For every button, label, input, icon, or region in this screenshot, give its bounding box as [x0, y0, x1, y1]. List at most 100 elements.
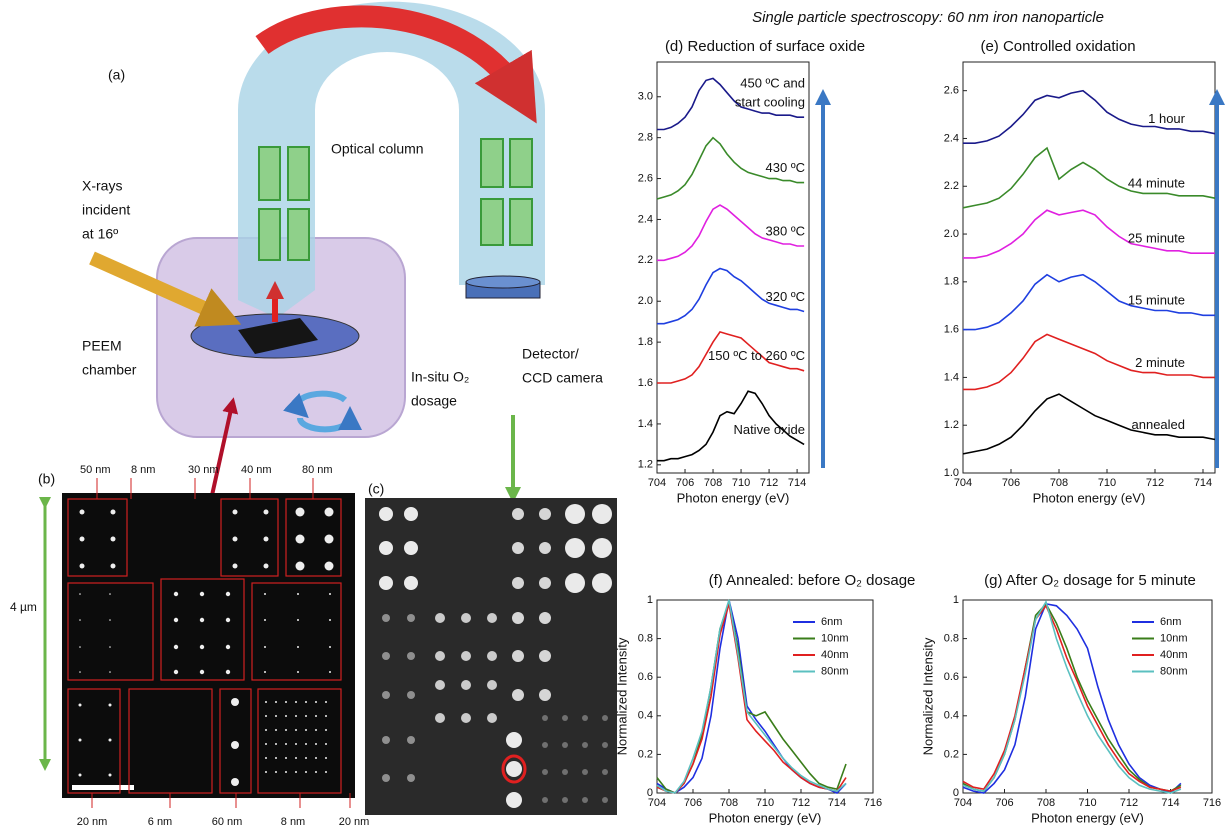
x-tick-label: 710 [756, 797, 774, 809]
series-label: start cooling [735, 95, 805, 110]
spot [379, 576, 393, 590]
x-tick-label: 714 [788, 477, 806, 489]
sem-panel: (b) 4 µm 50 nm 8 nm 30 nm 40 nm 80 nm 20 nm 6 … [10, 464, 369, 828]
x-tick-label: 708 [1037, 797, 1055, 809]
x-tick-label: 712 [1146, 477, 1164, 489]
y-tick-label: 0.2 [638, 748, 653, 760]
spot [461, 680, 471, 690]
particle [329, 593, 331, 595]
x-tick-label: 712 [1120, 797, 1138, 809]
chart-title: (f) Annealed: before O₂ dosage [709, 572, 916, 589]
plot-frame [656, 599, 874, 794]
y-tick-label: 2.6 [944, 85, 959, 97]
particle [108, 738, 112, 742]
spot [461, 613, 471, 623]
y-axis-label: Normalized Intensity [614, 637, 629, 755]
size-label: 8 nm [281, 816, 305, 828]
particle [325, 729, 327, 731]
particle [173, 669, 179, 675]
x-tick-label: 706 [995, 797, 1013, 809]
particle [285, 743, 287, 745]
particle [173, 591, 179, 597]
y-tick-label: 0.8 [638, 633, 653, 645]
particle [173, 644, 179, 650]
particle [265, 715, 267, 717]
particle [109, 646, 111, 648]
particle [295, 757, 297, 759]
y-tick-label: 2.2 [638, 254, 653, 266]
particle [225, 591, 231, 597]
particle [297, 619, 299, 621]
spot [592, 504, 612, 524]
particle [285, 771, 287, 773]
x-tick-label: 710 [1078, 797, 1096, 809]
particle [265, 743, 267, 745]
spot [379, 541, 393, 555]
spot [506, 792, 522, 808]
particle [295, 534, 305, 544]
spot [539, 612, 551, 624]
particle [305, 757, 307, 759]
particle [295, 701, 297, 703]
lenses [258, 138, 533, 261]
xray-label: incident [82, 202, 130, 218]
particle [285, 729, 287, 731]
region-box [251, 582, 342, 681]
spot [602, 715, 608, 721]
sample [238, 318, 318, 354]
particle [109, 593, 111, 595]
particle [264, 619, 266, 621]
x-axis-label: Photon energy (eV) [677, 490, 790, 505]
spot [582, 742, 588, 748]
particle [109, 671, 111, 673]
spot [539, 542, 551, 554]
particle [225, 669, 231, 675]
x-tick-label: 710 [1098, 477, 1116, 489]
series-label: annealed [1132, 417, 1186, 432]
particle [263, 509, 269, 515]
particle [225, 644, 231, 650]
y-tick-label: 0.6 [944, 671, 959, 683]
panel-label: (c) [368, 481, 384, 497]
y-tick-label: 2.4 [944, 132, 959, 144]
particle [265, 757, 267, 759]
spot [562, 742, 568, 748]
plot-frame [656, 61, 810, 474]
chart-title: (d) Reduction of surface oxide [665, 38, 865, 55]
x-tick-label: 708 [704, 477, 722, 489]
highlight [501, 754, 527, 784]
x-tick-label: 706 [684, 797, 702, 809]
spot [539, 689, 551, 701]
y-tick-label: 2.4 [638, 213, 653, 225]
x-tick-label: 704 [954, 797, 972, 809]
series-line [962, 604, 1182, 792]
spot [404, 576, 418, 590]
spot [404, 507, 418, 521]
diagram: (a) X-rays incident at 16º Optical colum… [82, 1, 603, 677]
particle [275, 757, 277, 759]
series-line [656, 599, 847, 794]
legend-label: 40nm [1160, 649, 1188, 661]
detector-label: Detector/ [522, 346, 579, 362]
series-line [963, 209, 1215, 259]
series-line [963, 89, 1216, 144]
spot [487, 613, 497, 623]
y-tick-label: 2.6 [638, 172, 653, 184]
particle [329, 619, 331, 621]
spot [602, 742, 608, 748]
figure-title: Single particle spectroscopy: 60 nm iron… [752, 9, 1104, 26]
particle [231, 778, 239, 786]
spot [382, 614, 390, 622]
spot [539, 508, 551, 520]
size-label: 30 nm [188, 464, 219, 476]
y-tick-label: 0.6 [638, 671, 653, 683]
particle [173, 617, 179, 623]
y-tick-label: 1.2 [944, 419, 959, 431]
spot [539, 577, 551, 589]
y-tick-label: 0.4 [944, 710, 959, 722]
y-tick-label: 0 [647, 787, 653, 799]
legend-label: 80nm [1160, 665, 1188, 677]
x-tick-label: 704 [648, 797, 666, 809]
particle [110, 563, 116, 569]
particle [264, 671, 266, 673]
